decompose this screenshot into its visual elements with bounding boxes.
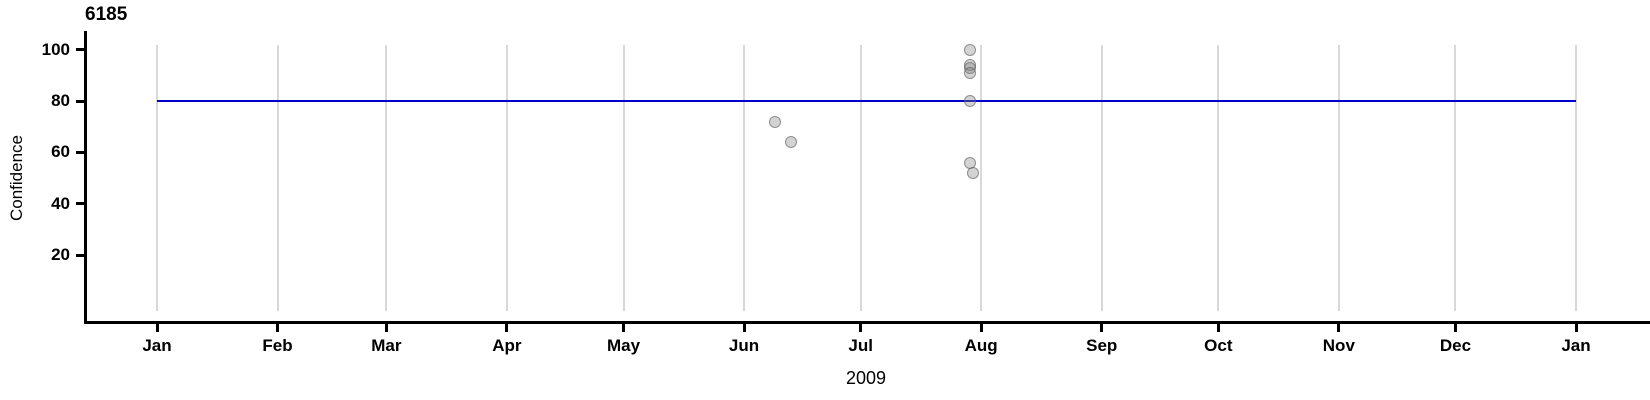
month-gridline [505, 45, 508, 311]
y-axis-line [84, 31, 87, 324]
data-point [784, 136, 797, 149]
x-tick-label: Aug [964, 336, 998, 355]
y-axis-tick [76, 202, 84, 206]
y-tick-label: 60 [51, 142, 70, 162]
month-gridline [276, 45, 279, 311]
month-gridline [1337, 45, 1340, 311]
x-axis-tick [1453, 324, 1457, 332]
y-tick-label: 100 [41, 39, 70, 59]
month-gridline [980, 45, 983, 311]
y-axis-tick [76, 253, 84, 257]
x-tick-label: Jan [142, 336, 172, 355]
data-point [963, 95, 976, 107]
month-gridline [622, 45, 625, 311]
x-tick-label: Feb [262, 336, 293, 355]
x-tick-label: Jul [848, 336, 873, 355]
x-axis-tick [1337, 324, 1341, 332]
x-axis-tick [505, 324, 509, 332]
x-axis-title: 2009 [845, 368, 887, 388]
x-axis-tick [155, 324, 159, 332]
y-tick-label: 20 [51, 245, 70, 265]
x-axis-tick [742, 324, 746, 332]
x-axis-line [85, 321, 1650, 324]
y-tick-label: 40 [51, 193, 70, 213]
x-axis-tick [384, 324, 388, 332]
x-axis-tick [859, 324, 863, 332]
x-axis-tick [276, 324, 280, 332]
confidence-threshold-line [157, 100, 1576, 102]
month-gridline [1575, 45, 1577, 311]
x-tick-label: Mar [371, 336, 402, 355]
x-tick-label: Oct [1204, 336, 1233, 355]
data-point [769, 115, 782, 128]
x-tick-label: Sep [1086, 336, 1118, 355]
data-point [967, 166, 980, 179]
x-tick-label: Nov [1322, 336, 1355, 355]
chart-title: 6185 [85, 4, 128, 25]
y-axis-tick [76, 48, 84, 52]
x-axis-tick [622, 324, 626, 332]
month-gridline [1217, 45, 1220, 311]
month-gridline [1454, 45, 1457, 311]
month-gridline [1100, 45, 1103, 311]
x-axis-tick [979, 324, 983, 332]
month-gridline [156, 45, 158, 311]
x-axis-tick [1574, 324, 1578, 332]
month-gridline [859, 45, 862, 311]
x-tick-label: Jan [1561, 336, 1591, 355]
y-axis-tick [76, 99, 84, 103]
x-tick-label: Dec [1439, 336, 1472, 355]
x-tick-label: Apr [492, 336, 522, 355]
y-axis-tick [76, 150, 84, 154]
month-gridline [743, 45, 746, 311]
y-tick-label: 80 [51, 91, 70, 110]
x-tick-label: Jun [728, 336, 760, 355]
data-point [963, 43, 976, 56]
x-axis-tick [1216, 324, 1220, 332]
x-axis-tick [1100, 324, 1104, 332]
data-point [963, 66, 976, 79]
x-tick-label: May [606, 336, 641, 355]
month-gridline [385, 45, 388, 311]
